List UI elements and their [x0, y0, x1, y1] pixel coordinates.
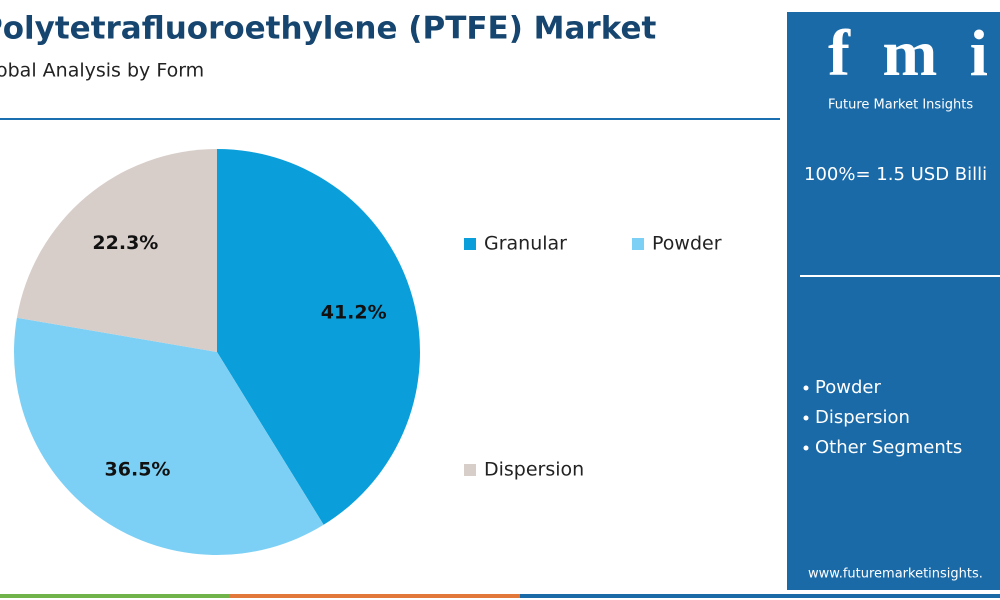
chart-title: Polytetrafluoroethylene (PTFE) Market — [0, 11, 657, 47]
website: www.futuremarketinsights. — [808, 567, 983, 582]
pie-slice — [13, 317, 324, 555]
pie-slice — [16, 149, 217, 352]
legend-swatch — [632, 238, 644, 250]
bullet — [803, 445, 809, 451]
legend: Granular Powder Dispersion — [464, 233, 722, 481]
pie: 41.2% 36.5% 22.3% — [13, 149, 420, 555]
legend-swatch — [464, 464, 476, 476]
bullet — [803, 415, 809, 421]
data-label: 22.3% — [92, 232, 158, 254]
legend-label: Powder — [652, 233, 722, 255]
segment-item: Dispersion — [815, 407, 910, 428]
pie-slice — [217, 149, 420, 525]
footer-bar — [520, 594, 1000, 598]
segment-item: Powder — [815, 377, 881, 398]
segment-list: Powder Dispersion Other Segments — [803, 377, 962, 458]
footer-bar — [230, 594, 520, 598]
legend-swatch — [464, 238, 476, 250]
data-label: 36.5% — [105, 458, 171, 480]
legend-label: Dispersion — [484, 459, 584, 481]
bullet — [803, 385, 809, 391]
side-panel — [787, 12, 1000, 590]
legend-label: Granular — [484, 233, 567, 255]
market-total: 100%= 1.5 USD Billi — [804, 164, 987, 185]
footer-bar — [0, 594, 230, 598]
segment-item: Other Segments — [815, 437, 962, 458]
chart-subtitle: Global Analysis by Form — [0, 60, 204, 82]
brand: Future Market Insights — [828, 98, 973, 113]
data-label: 41.2% — [321, 302, 387, 324]
